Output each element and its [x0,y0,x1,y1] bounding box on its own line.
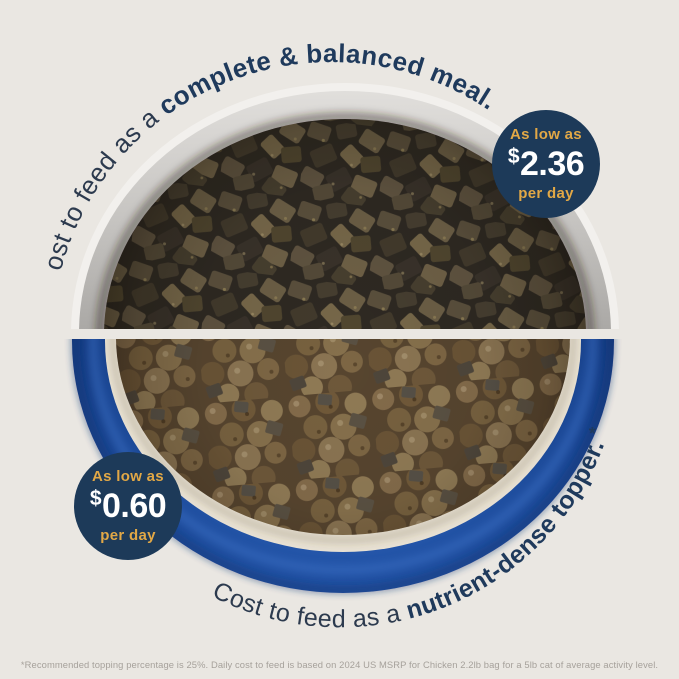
topper-badge-eyebrow: As low as [92,468,164,485]
meal-bowl-photo [71,83,619,329]
meal-food-shadow [95,112,595,329]
topper-badge-value: 0.60 [102,487,167,525]
meal-badge-amount: $2.36 [507,145,585,183]
topper-badge-currency: $ [89,487,102,510]
meal-badge-caption: per day [518,185,574,202]
meal-badge-currency: $ [507,145,520,168]
meal-price-badge: As low as $2.36 per day [492,110,600,218]
topper-price-badge: As low as $0.60 per day [74,452,182,560]
meal-food-shading [104,119,586,329]
disclaimer-text: *Recommended topping percentage is 25%. … [20,659,659,670]
topper-badge-caption: per day [100,527,156,544]
topper-bowl-sheen [88,339,598,575]
topper-bowl-photo [72,339,614,593]
meal-badge-value: 2.36 [520,145,585,183]
topper-bowl-edge-shadow [72,339,614,593]
meal-badge-eyebrow: As low as [510,126,582,143]
topper-food-shadow [110,339,576,543]
topper-food-shading [116,339,570,535]
topper-badge-amount: $0.60 [89,487,167,525]
